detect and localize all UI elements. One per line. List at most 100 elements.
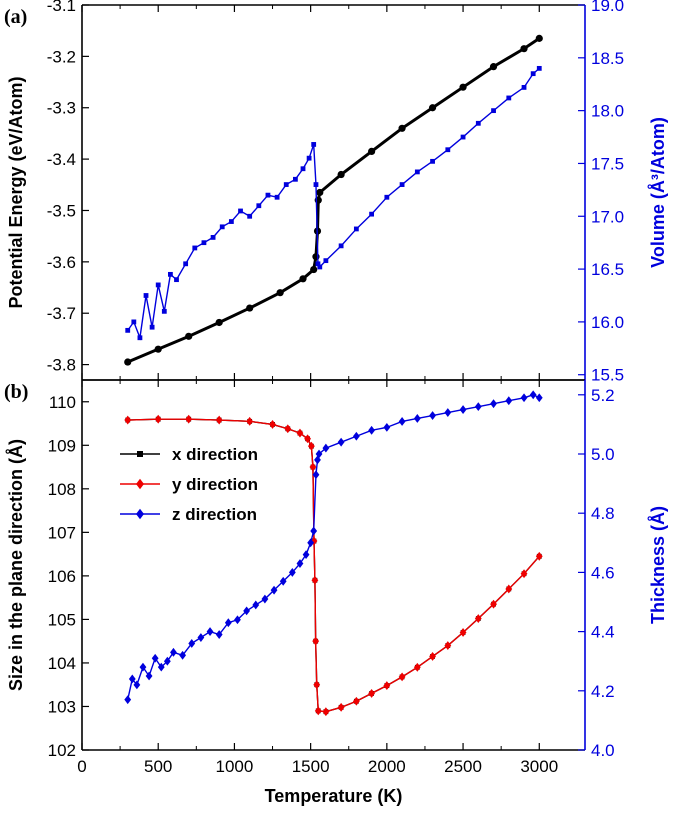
data-point xyxy=(520,393,528,403)
data-point xyxy=(475,120,481,126)
data-point xyxy=(413,414,421,423)
right-y-tick-label: 15.5 xyxy=(591,366,624,385)
data-point xyxy=(288,567,296,577)
data-point xyxy=(228,219,234,224)
data-point xyxy=(128,674,136,684)
data-point xyxy=(215,318,223,327)
left-y-tick-label: 103 xyxy=(48,697,76,716)
data-point xyxy=(474,614,482,623)
data-point xyxy=(283,182,289,187)
data-point xyxy=(311,142,317,147)
data-point xyxy=(536,65,542,71)
data-point xyxy=(261,594,269,604)
left-axis-label: Potential Energy (eV/Atom) xyxy=(6,76,26,308)
data-point xyxy=(535,551,543,561)
data-point xyxy=(535,393,543,403)
data-point xyxy=(157,662,165,672)
data-point xyxy=(292,176,298,182)
panel-b: (b) 0 500 1000 1500 2000 2500 3000 102 103 104 105 1… xyxy=(4,379,668,806)
left-y-tick-label: 106 xyxy=(48,567,76,586)
x-tick-label: 1000 xyxy=(216,757,254,776)
data-point xyxy=(352,431,360,441)
x-tick-label: 2000 xyxy=(368,757,406,776)
left-y-tick-label: -3.2 xyxy=(47,47,76,66)
data-point xyxy=(312,470,320,480)
data-point xyxy=(256,203,262,209)
data-point xyxy=(143,293,149,298)
data-point xyxy=(210,234,216,240)
series-potential-energy xyxy=(124,34,543,366)
data-point xyxy=(428,104,437,112)
data-point xyxy=(154,414,162,424)
data-point xyxy=(201,240,207,246)
data-point xyxy=(310,265,318,274)
data-point xyxy=(489,63,498,71)
data-point xyxy=(312,636,320,646)
x-axis-label: Temperature (K) xyxy=(265,786,403,806)
data-point xyxy=(444,408,452,417)
data-point xyxy=(429,411,436,420)
series-z-direction xyxy=(124,390,543,705)
right-y-tick-label: 17.5 xyxy=(591,154,624,173)
x-tick-label: 0 xyxy=(77,757,86,776)
data-point xyxy=(307,538,315,548)
data-point xyxy=(151,653,159,663)
data-point xyxy=(506,95,512,101)
left-y-tick-label: 107 xyxy=(48,523,76,542)
right-axis-label: Volume (Å³/Atom) xyxy=(648,117,668,268)
data-point xyxy=(460,134,466,140)
x-tick-label: 2500 xyxy=(444,757,482,776)
data-point xyxy=(133,680,141,690)
data-point xyxy=(521,84,527,90)
data-point xyxy=(315,449,323,459)
legend-entry: z direction xyxy=(172,505,257,524)
data-point xyxy=(252,600,260,610)
data-point xyxy=(529,390,537,400)
series-line xyxy=(127,67,540,341)
x-tick-label: 1500 xyxy=(292,757,330,776)
left-y-tick-label: -3.4 xyxy=(47,150,76,169)
data-point xyxy=(238,208,243,214)
right-y-tick-label: 5.2 xyxy=(591,386,615,405)
right-y-tick-label: 19.0 xyxy=(591,0,624,15)
series-line xyxy=(127,394,540,700)
data-point xyxy=(353,226,359,232)
data-point xyxy=(276,289,284,297)
data-point xyxy=(368,147,376,156)
data-point xyxy=(269,419,276,429)
left-y-tick-label: 109 xyxy=(48,436,76,455)
data-point xyxy=(139,662,147,672)
data-point xyxy=(352,696,360,706)
data-point xyxy=(246,416,254,426)
data-point xyxy=(197,633,205,642)
data-point xyxy=(444,641,452,650)
data-point xyxy=(274,194,280,200)
data-point xyxy=(430,158,435,164)
data-point xyxy=(306,155,312,161)
data-point xyxy=(270,585,278,595)
data-point xyxy=(505,584,513,594)
left-y-tick-label: 102 xyxy=(48,741,76,760)
legend-marker xyxy=(136,508,144,520)
data-point xyxy=(131,319,137,325)
data-point xyxy=(338,243,344,249)
data-point xyxy=(168,271,173,277)
data-point xyxy=(315,261,321,267)
right-y-tick-label: 16.5 xyxy=(591,260,624,279)
series-line xyxy=(127,37,541,364)
panel-label: (b) xyxy=(4,381,28,403)
data-point xyxy=(316,188,324,197)
data-point xyxy=(413,662,421,672)
right-y-tick-label: 18.5 xyxy=(591,49,624,68)
data-point xyxy=(337,702,345,712)
right-y-tick-label: 4.2 xyxy=(591,682,615,701)
data-point xyxy=(398,672,406,682)
data-point xyxy=(299,275,307,283)
data-point xyxy=(215,630,223,639)
data-point xyxy=(337,437,345,447)
data-point xyxy=(398,124,406,132)
data-point xyxy=(125,327,131,333)
left-y-tick-label: 108 xyxy=(48,480,76,499)
data-point xyxy=(314,706,322,716)
